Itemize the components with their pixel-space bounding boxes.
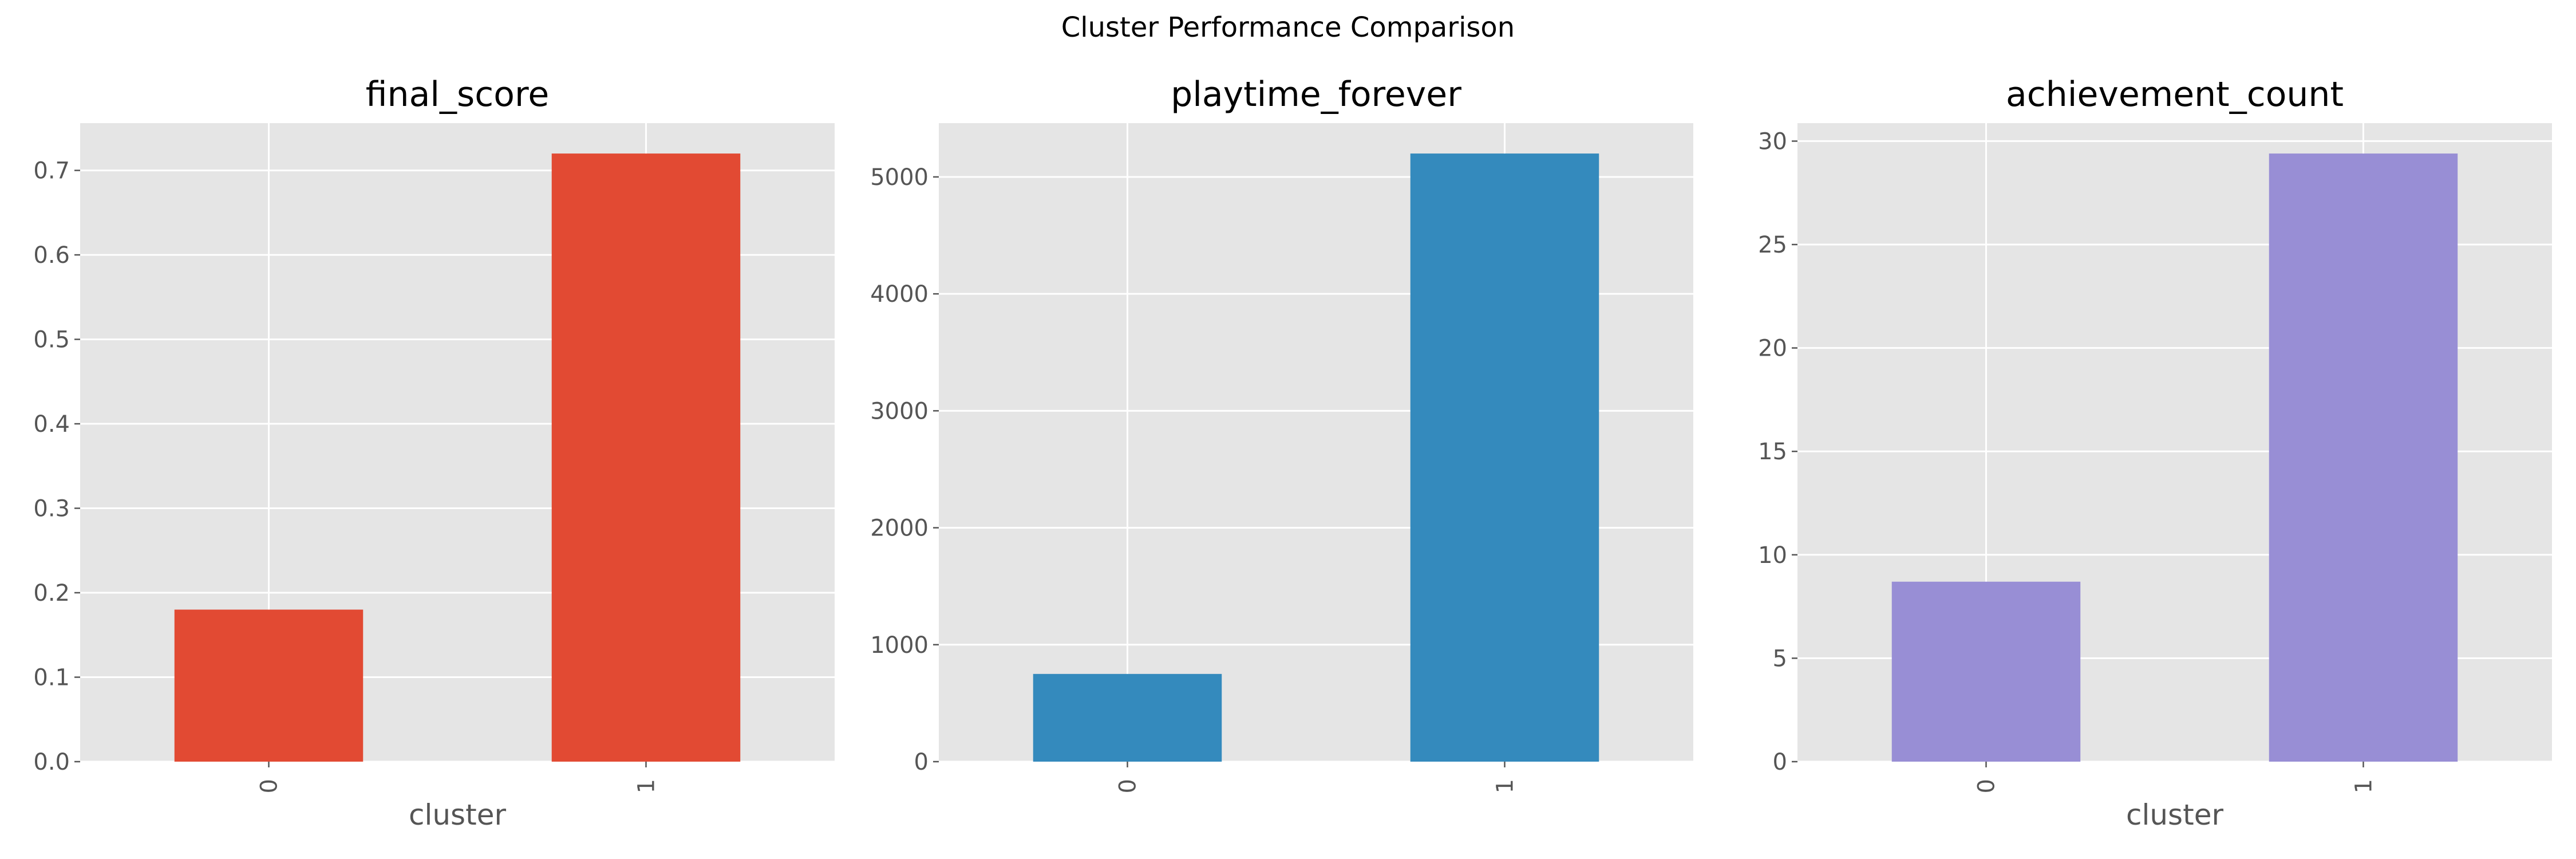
- bar-final-score-cluster-1: [551, 153, 741, 762]
- y-tick-label: 10: [1758, 542, 1787, 569]
- y-ticks-playtime-forever: 0 1000 2000 3000 4000 5000: [870, 164, 939, 775]
- x-axis-label-final-score: cluster: [409, 798, 506, 832]
- y-tick-label: 3000: [870, 398, 929, 424]
- x-tick-label: 1: [634, 779, 660, 793]
- figure-title: Cluster Performance Comparison: [1061, 11, 1515, 44]
- y-tick-label: 0.6: [33, 242, 70, 269]
- y-tick-label: 0.1: [33, 665, 70, 691]
- x-tick-label: 1: [1492, 779, 1519, 793]
- y-tick-label: 1000: [870, 632, 929, 659]
- bar-achievement-count-cluster-1: [2269, 153, 2458, 762]
- y-ticks-achievement-count: 0 5 10 15 20 25 30: [1758, 128, 1797, 775]
- y-tick-label: 0.2: [33, 580, 70, 606]
- y-tick-label: 0.3: [33, 496, 70, 522]
- axes-title-playtime-forever: playtime_forever: [1171, 74, 1461, 115]
- bars-final-score: [174, 153, 741, 762]
- x-tick-label: 0: [1974, 779, 2000, 793]
- y-ticks-final-score: 0.0 0.1 0.2 0.3 0.4 0.5 0.6 0.7: [33, 158, 80, 775]
- bar-final-score-cluster-0: [174, 609, 364, 762]
- y-tick-label: 5000: [870, 164, 929, 191]
- y-tick-label: 15: [1758, 439, 1787, 465]
- y-tick-label: 20: [1758, 336, 1787, 362]
- bar-achievement-count-cluster-0: [1891, 581, 2081, 762]
- bar-playtime-forever-cluster-0: [1033, 673, 1222, 762]
- y-tick-label: 30: [1758, 128, 1787, 155]
- axes-title-final-score: final_score: [366, 74, 549, 115]
- y-tick-label: 0.7: [33, 158, 70, 184]
- y-tick-label: 0: [914, 749, 929, 775]
- axes-title-achievement-count: achievement_count: [2006, 74, 2344, 115]
- y-tick-label: 2000: [870, 515, 929, 542]
- y-tick-label: 0: [1773, 749, 1787, 775]
- y-tick-label: 5: [1773, 645, 1787, 672]
- bar-playtime-forever-cluster-1: [1410, 153, 1599, 762]
- y-tick-label: 0.4: [33, 411, 70, 438]
- x-tick-label: 0: [1115, 779, 1141, 793]
- bars-achievement-count: [1891, 153, 2458, 762]
- x-tick-label: 0: [256, 779, 283, 793]
- y-tick-label: 25: [1758, 232, 1787, 258]
- x-tick-label: 1: [2351, 779, 2377, 793]
- y-tick-label: 0.5: [33, 327, 70, 353]
- y-tick-label: 4000: [870, 281, 929, 308]
- x-axis-label-achievement-count: cluster: [2126, 798, 2223, 832]
- bars-playtime-forever: [1033, 153, 1599, 762]
- y-tick-label: 0.0: [33, 749, 70, 775]
